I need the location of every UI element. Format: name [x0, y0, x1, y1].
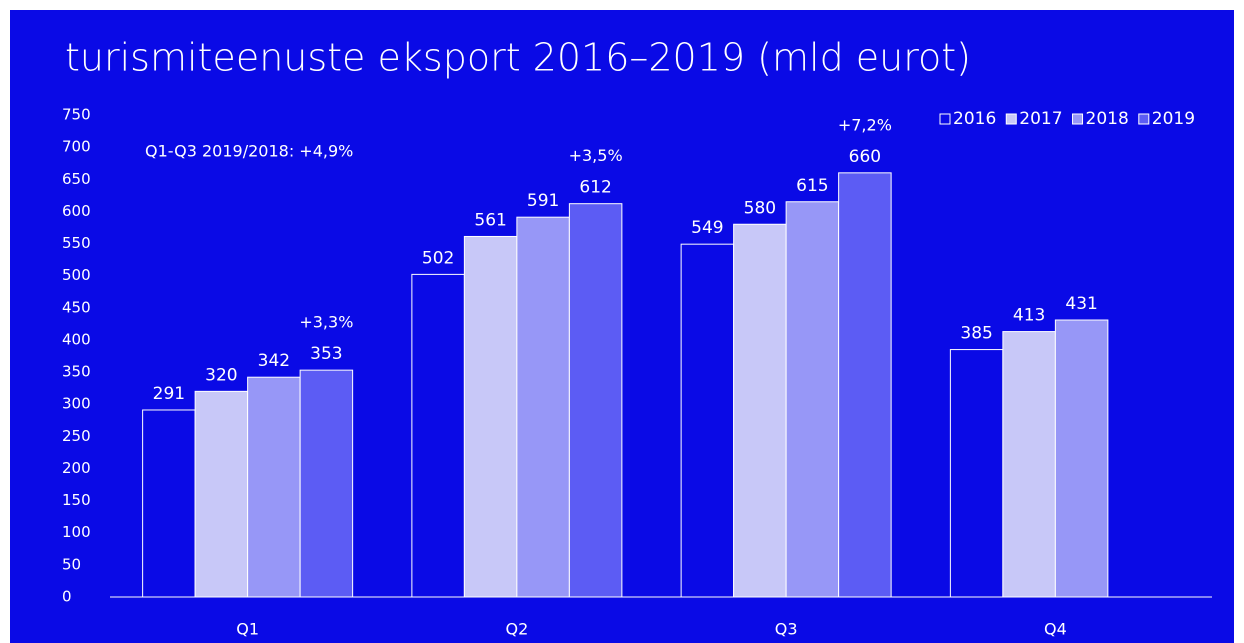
data-label: 549	[691, 218, 723, 238]
y-tick-label: 750	[62, 106, 91, 124]
bar	[838, 172, 892, 598]
x-tick-label: Q4	[1044, 620, 1067, 639]
data-label: 591	[527, 191, 559, 211]
chart-title: turismiteenuste eksport 2016–2019 (mld e…	[65, 36, 971, 80]
y-tick-label: 550	[62, 234, 91, 252]
y-tick-label: 50	[62, 555, 81, 573]
data-label: 342	[258, 351, 290, 371]
data-label: 580	[744, 198, 776, 218]
data-label: 413	[1013, 306, 1045, 326]
y-tick-label: 450	[62, 298, 91, 316]
bar	[299, 369, 354, 598]
data-label: 385	[960, 324, 992, 344]
y-tick-label: 500	[62, 266, 91, 284]
bar	[411, 273, 465, 598]
x-tick-label: Q3	[775, 620, 798, 639]
data-label: 502	[422, 248, 454, 268]
legend-label: 2018	[1086, 109, 1129, 129]
bar	[733, 223, 787, 598]
data-label: 320	[205, 365, 237, 385]
annotation: +3,5%	[569, 146, 623, 165]
data-label: 431	[1065, 294, 1097, 314]
data-label: 353	[310, 344, 342, 364]
bar	[949, 349, 1004, 598]
bar	[463, 235, 518, 598]
bar	[785, 201, 840, 598]
legend-swatch	[1005, 113, 1017, 125]
data-label: 660	[849, 147, 881, 167]
bar	[1054, 319, 1109, 598]
y-tick-label: 150	[62, 491, 91, 509]
bar	[516, 216, 570, 598]
y-tick-label: 350	[62, 363, 91, 381]
y-tick-label: 400	[62, 330, 91, 348]
y-tick-label: 600	[62, 202, 91, 220]
y-tick-label: 300	[62, 395, 91, 413]
legend-swatch	[1072, 113, 1084, 125]
y-tick-label: 650	[62, 170, 91, 188]
x-tick-label: Q2	[505, 620, 528, 639]
annotation: +3,3%	[299, 313, 353, 332]
data-label: 612	[579, 178, 611, 198]
bar	[142, 409, 196, 598]
bar	[1002, 331, 1056, 598]
bar	[247, 376, 301, 598]
y-tick-label: 700	[62, 138, 91, 156]
y-tick-label: 100	[62, 523, 91, 541]
legend-label: 2019	[1152, 109, 1195, 129]
annotation: +7,2%	[838, 115, 892, 134]
legend-swatch	[1138, 113, 1150, 125]
annotation: Q1-Q3 2019/2018: +4,9%	[145, 142, 353, 161]
data-label: 561	[474, 210, 506, 230]
bar	[568, 203, 623, 598]
data-label: 615	[796, 176, 828, 196]
y-tick-label: 200	[62, 459, 91, 477]
legend-label: 2016	[953, 109, 996, 129]
x-tick-label: Q1	[236, 620, 259, 639]
legend-label: 2017	[1019, 109, 1062, 129]
y-tick-label: 0	[62, 588, 72, 606]
legend-swatch	[939, 113, 951, 125]
data-label: 291	[153, 384, 185, 404]
bar	[194, 390, 249, 598]
y-tick-label: 250	[62, 427, 91, 445]
bar	[680, 243, 735, 598]
